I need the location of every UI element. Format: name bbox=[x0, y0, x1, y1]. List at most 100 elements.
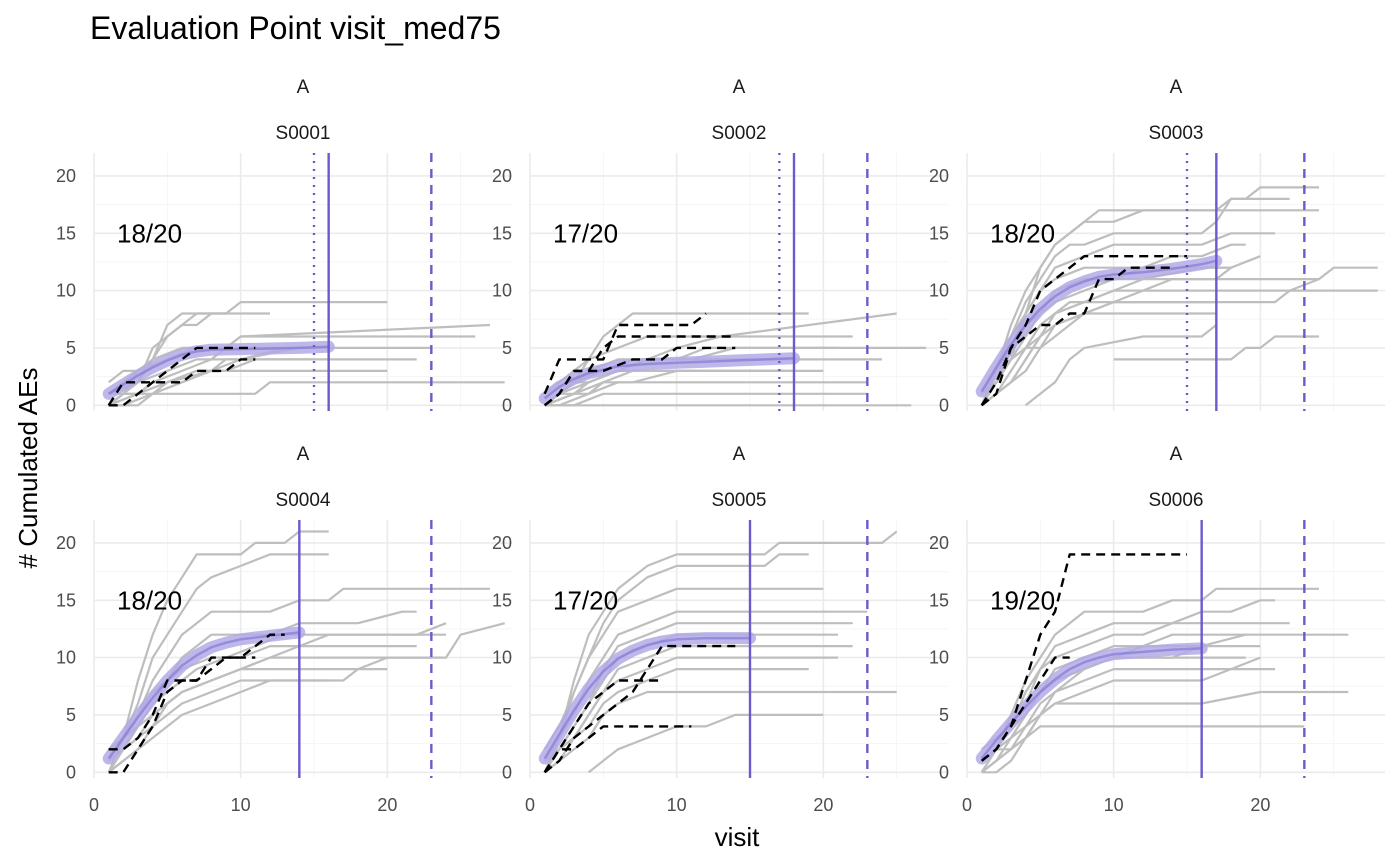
facet-strip-group: A bbox=[733, 444, 746, 465]
panel-annotation: 18/20 bbox=[117, 585, 182, 615]
y-tick-label: 0 bbox=[66, 762, 76, 782]
study-site-line bbox=[980, 255, 1187, 406]
reference-site-line bbox=[980, 197, 1290, 395]
fit-line bbox=[543, 636, 750, 760]
reference-site-line bbox=[107, 553, 329, 762]
reference-site-line bbox=[544, 392, 868, 407]
facet-strip-group: A bbox=[297, 444, 310, 465]
facet-strip-site: S0006 bbox=[1149, 490, 1204, 511]
facet-panel-s0002: A S0002 0 5 10 15 20 17/20 bbox=[492, 77, 948, 415]
y-tick-label: 10 bbox=[929, 281, 949, 301]
reference-site-line bbox=[543, 587, 824, 750]
reference-site-line bbox=[981, 656, 1246, 774]
y-tick-label: 20 bbox=[492, 166, 512, 186]
y-tick-label: 5 bbox=[66, 338, 76, 358]
x-axis-label: visit bbox=[715, 822, 761, 852]
study-site-line bbox=[108, 346, 256, 407]
reference-site-line bbox=[588, 713, 824, 774]
y-tick-label: 15 bbox=[929, 590, 949, 610]
chart-title: Evaluation Point visit_med75 bbox=[90, 10, 501, 46]
reference-site-line bbox=[544, 644, 853, 774]
fit-line bbox=[107, 631, 300, 760]
y-tick-label: 5 bbox=[939, 705, 949, 725]
y-tick-label: 5 bbox=[502, 705, 512, 725]
panel-annotation: 17/20 bbox=[553, 218, 618, 248]
reference-site-line bbox=[981, 667, 1275, 762]
panel-annotation: 19/20 bbox=[990, 585, 1055, 615]
x-tick-label: 0 bbox=[89, 795, 99, 815]
study-site-line bbox=[980, 266, 1173, 407]
fit-line bbox=[543, 357, 795, 400]
facet-strip-site: S0002 bbox=[712, 123, 767, 144]
panel-annotation: 17/20 bbox=[553, 585, 618, 615]
y-tick-label: 0 bbox=[939, 395, 949, 415]
study-site-line bbox=[543, 312, 707, 395]
study-site-line bbox=[543, 644, 736, 774]
y-tick-label: 10 bbox=[56, 648, 76, 668]
facet-panel-s0003: A S0003 0 5 10 15 20 18/20 bbox=[929, 77, 1385, 415]
y-tick-label: 20 bbox=[929, 166, 949, 186]
facet-panels: A S0001 0 5 10 15 20 18/20 A S0002 0 5 10 15 20 17/20 A S… bbox=[56, 77, 1385, 815]
y-tick-label: 5 bbox=[66, 705, 76, 725]
y-tick-label: 10 bbox=[56, 281, 76, 301]
y-tick-label: 15 bbox=[56, 590, 76, 610]
reference-site-line bbox=[980, 587, 1319, 773]
reference-site-line bbox=[108, 381, 505, 407]
reference-site-line bbox=[980, 266, 1378, 395]
reference-site-line bbox=[1113, 335, 1319, 361]
fit-line bbox=[980, 259, 1217, 393]
x-tick-label: 0 bbox=[525, 795, 535, 815]
facet-strip-group: A bbox=[297, 77, 310, 98]
x-tick-label: 0 bbox=[962, 795, 972, 815]
facet-strip-site: S0003 bbox=[1149, 123, 1204, 144]
reference-site-line bbox=[543, 530, 898, 773]
facet-panel-s0004: A S0004 0 5 10 15 20 0 10 20 18/20 bbox=[56, 444, 512, 815]
facet-panel-s0006: A S0006 0 5 10 15 20 0 10 20 19/20 bbox=[929, 444, 1385, 815]
facet-strip-group: A bbox=[1170, 444, 1183, 465]
y-tick-label: 10 bbox=[492, 648, 512, 668]
y-tick-label: 20 bbox=[56, 166, 76, 186]
panel-annotation: 18/20 bbox=[117, 218, 182, 248]
study-site-line bbox=[543, 346, 736, 407]
y-tick-label: 0 bbox=[939, 762, 949, 782]
y-tick-label: 5 bbox=[502, 338, 512, 358]
study-site-line bbox=[108, 633, 285, 774]
x-tick-label: 20 bbox=[813, 795, 833, 815]
reference-site-line bbox=[981, 690, 1349, 774]
y-tick-label: 20 bbox=[56, 533, 76, 553]
facet-panel-s0005: A S0005 0 5 10 15 20 0 10 20 17/20 bbox=[492, 444, 948, 815]
study-site-line bbox=[980, 656, 1070, 762]
y-tick-label: 10 bbox=[929, 648, 949, 668]
y-tick-label: 15 bbox=[56, 223, 76, 243]
x-tick-label: 20 bbox=[377, 795, 397, 815]
reference-site-line bbox=[544, 690, 897, 774]
x-tick-label: 10 bbox=[667, 795, 687, 815]
reference-site-line bbox=[107, 530, 329, 773]
reference-site-line bbox=[544, 667, 809, 762]
y-tick-label: 20 bbox=[929, 533, 949, 553]
y-tick-label: 5 bbox=[939, 338, 949, 358]
fit-band bbox=[538, 632, 756, 765]
reference-site-line bbox=[108, 667, 388, 774]
facet-strip-site: S0004 bbox=[276, 490, 331, 511]
reference-site-line bbox=[981, 725, 1305, 762]
y-tick-label: 0 bbox=[502, 395, 512, 415]
y-tick-label: 15 bbox=[929, 223, 949, 243]
study-site-line bbox=[107, 358, 256, 406]
y-tick-label: 15 bbox=[492, 223, 512, 243]
y-tick-label: 20 bbox=[492, 533, 512, 553]
facet-strip-site: S0005 bbox=[712, 490, 767, 511]
y-tick-label: 15 bbox=[492, 590, 512, 610]
facet-strip-group: A bbox=[733, 77, 746, 98]
x-tick-label: 10 bbox=[231, 795, 251, 815]
y-tick-label: 0 bbox=[502, 762, 512, 782]
facet-strip-group: A bbox=[1170, 77, 1183, 98]
facet-panel-s0001: A S0001 0 5 10 15 20 18/20 bbox=[56, 77, 512, 415]
x-tick-label: 20 bbox=[1250, 795, 1270, 815]
y-tick-label: 0 bbox=[66, 395, 76, 415]
study-site-line bbox=[543, 679, 662, 773]
reference-site-line bbox=[981, 312, 1217, 407]
panel-annotation: 18/20 bbox=[990, 218, 1055, 248]
study-site-line bbox=[108, 656, 256, 751]
y-axis-label: # Cumulated AEs bbox=[13, 368, 43, 569]
